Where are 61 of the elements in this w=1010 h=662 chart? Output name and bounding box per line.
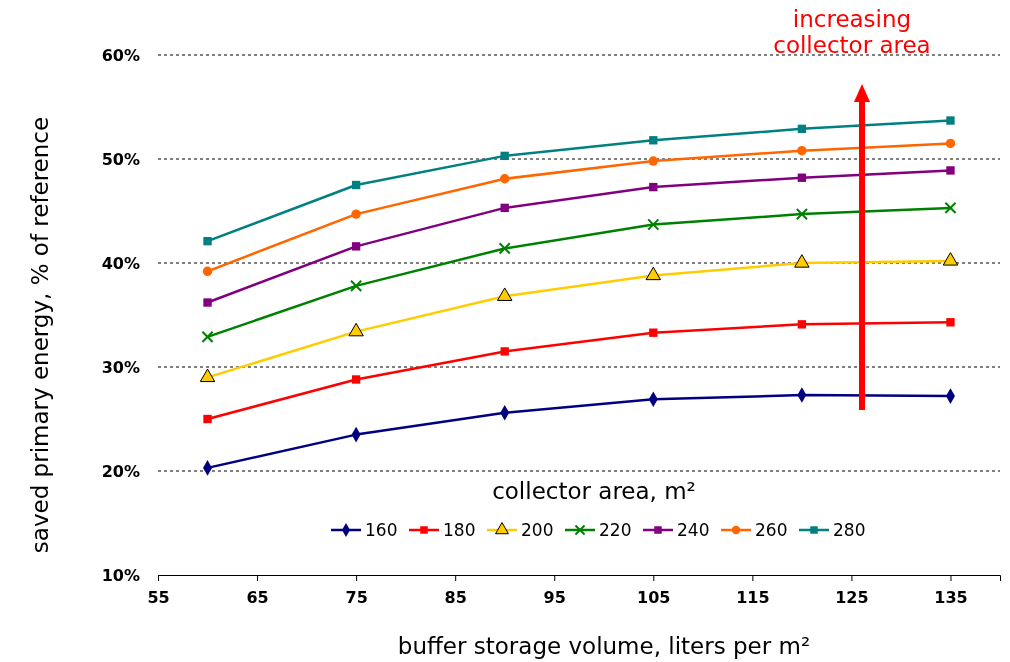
- point: [203, 298, 212, 307]
- legend-title: collector area, m²: [492, 478, 696, 504]
- point: [647, 218, 660, 231]
- point: [351, 375, 361, 384]
- point: [946, 166, 955, 175]
- legend-label: 240: [677, 520, 710, 540]
- point: [649, 182, 658, 192]
- point: [201, 330, 214, 343]
- point: [202, 266, 213, 277]
- x-tick-label: 95: [543, 588, 566, 608]
- point: [500, 203, 509, 213]
- legend-label: 200: [521, 520, 554, 540]
- x-tick-label: 75: [345, 588, 368, 608]
- y-tick-label: 60%: [101, 45, 140, 65]
- x-tick-label: 115: [736, 588, 770, 608]
- x-tick-label: 85: [444, 588, 467, 608]
- point: [351, 209, 361, 219]
- y-tick-label: 50%: [101, 149, 140, 169]
- point: [649, 328, 658, 337]
- y-tick-label: 10%: [101, 565, 140, 585]
- point: [797, 173, 807, 182]
- x-tick-label: 105: [637, 588, 671, 608]
- x-axis-title: buffer storage volume, liters per m²: [397, 633, 811, 659]
- legend-label: 280: [833, 520, 866, 540]
- legend-label: 180: [443, 520, 476, 540]
- point: [797, 124, 807, 134]
- point: [203, 236, 212, 246]
- point: [499, 174, 510, 184]
- point: [500, 347, 509, 356]
- y-tick-label: 40%: [101, 253, 140, 273]
- point: [797, 145, 807, 156]
- y-tick-label: 30%: [101, 357, 140, 377]
- point: [203, 414, 212, 424]
- point: [648, 156, 659, 166]
- point: [795, 208, 808, 221]
- point: [946, 318, 955, 327]
- point: [946, 116, 955, 125]
- point: [199, 368, 216, 383]
- point: [945, 138, 956, 149]
- legend-label: 260: [755, 520, 788, 540]
- point: [645, 266, 661, 281]
- x-tick-label: 65: [246, 588, 269, 608]
- annotation: increasing collector area: [773, 6, 931, 59]
- point: [944, 201, 957, 214]
- point: [351, 242, 361, 251]
- point: [350, 279, 363, 292]
- point: [500, 151, 509, 161]
- y-axis-title: saved primary energy, % of reference: [27, 116, 53, 554]
- point: [797, 320, 807, 329]
- y-tick-label: 20%: [101, 461, 140, 481]
- x-tick-label: 55: [147, 588, 170, 608]
- point: [348, 322, 364, 337]
- point: [649, 136, 658, 145]
- x-tick-label: 125: [835, 588, 869, 608]
- legend-label: 220: [599, 520, 632, 540]
- legend-label: 160: [365, 520, 398, 540]
- point: [942, 252, 959, 266]
- point: [794, 254, 810, 268]
- point: [498, 242, 511, 255]
- x-tick-label: 135: [934, 588, 968, 608]
- point: [351, 180, 361, 190]
